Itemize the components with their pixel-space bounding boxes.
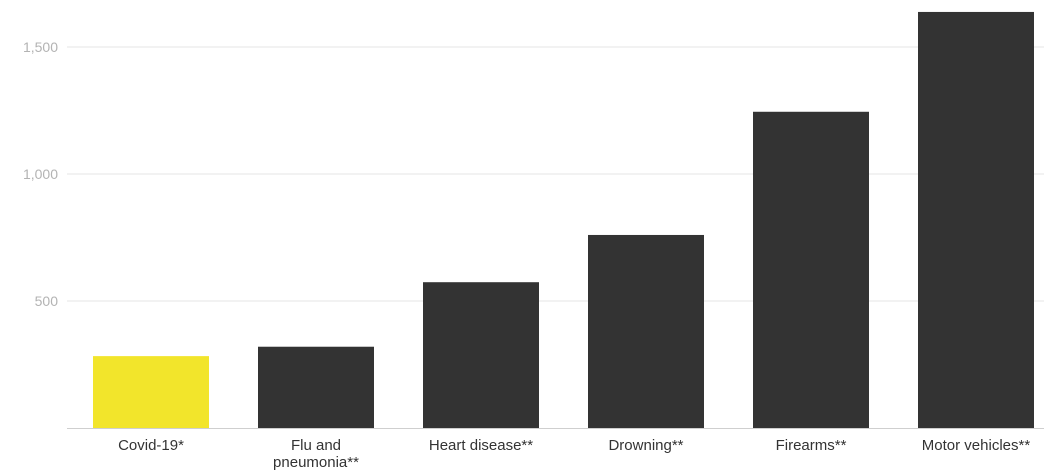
y-axis-ticks: 500 1,000 1,500 (23, 39, 58, 309)
bar (753, 111, 869, 429)
x-category-label-line: pneumonia** (273, 454, 359, 471)
x-category-label-line: Motor vehicles** (922, 437, 1031, 454)
y-tick-label: 1,500 (23, 39, 58, 55)
x-axis-labels: Covid-19* Flu and pneumonia** Heart disease… (118, 437, 1030, 471)
bar (918, 11, 1034, 429)
bars (93, 11, 1034, 429)
x-category-label: Motor vehicles** (922, 437, 1031, 454)
bar (423, 282, 539, 428)
y-tick-label: 1,000 (23, 166, 58, 182)
bar (588, 234, 704, 428)
x-category-label-line: Heart disease** (429, 437, 533, 454)
x-category-label-line: Flu and (291, 437, 341, 454)
x-category-label-line: Drowning** (608, 437, 683, 454)
x-category-label: Firearms** (776, 437, 847, 454)
x-category-label: Drowning** (608, 437, 683, 454)
x-category-label: Covid-19* (118, 437, 184, 454)
y-tick-label: 500 (35, 293, 59, 309)
x-category-label-line: Firearms** (776, 437, 847, 454)
bar (258, 346, 374, 428)
gridlines (67, 46, 1044, 302)
x-category-label: Heart disease** (429, 437, 533, 454)
x-category-label: Flu and pneumonia** (273, 437, 359, 471)
x-category-label-line: Covid-19* (118, 437, 184, 454)
bar (93, 356, 209, 428)
